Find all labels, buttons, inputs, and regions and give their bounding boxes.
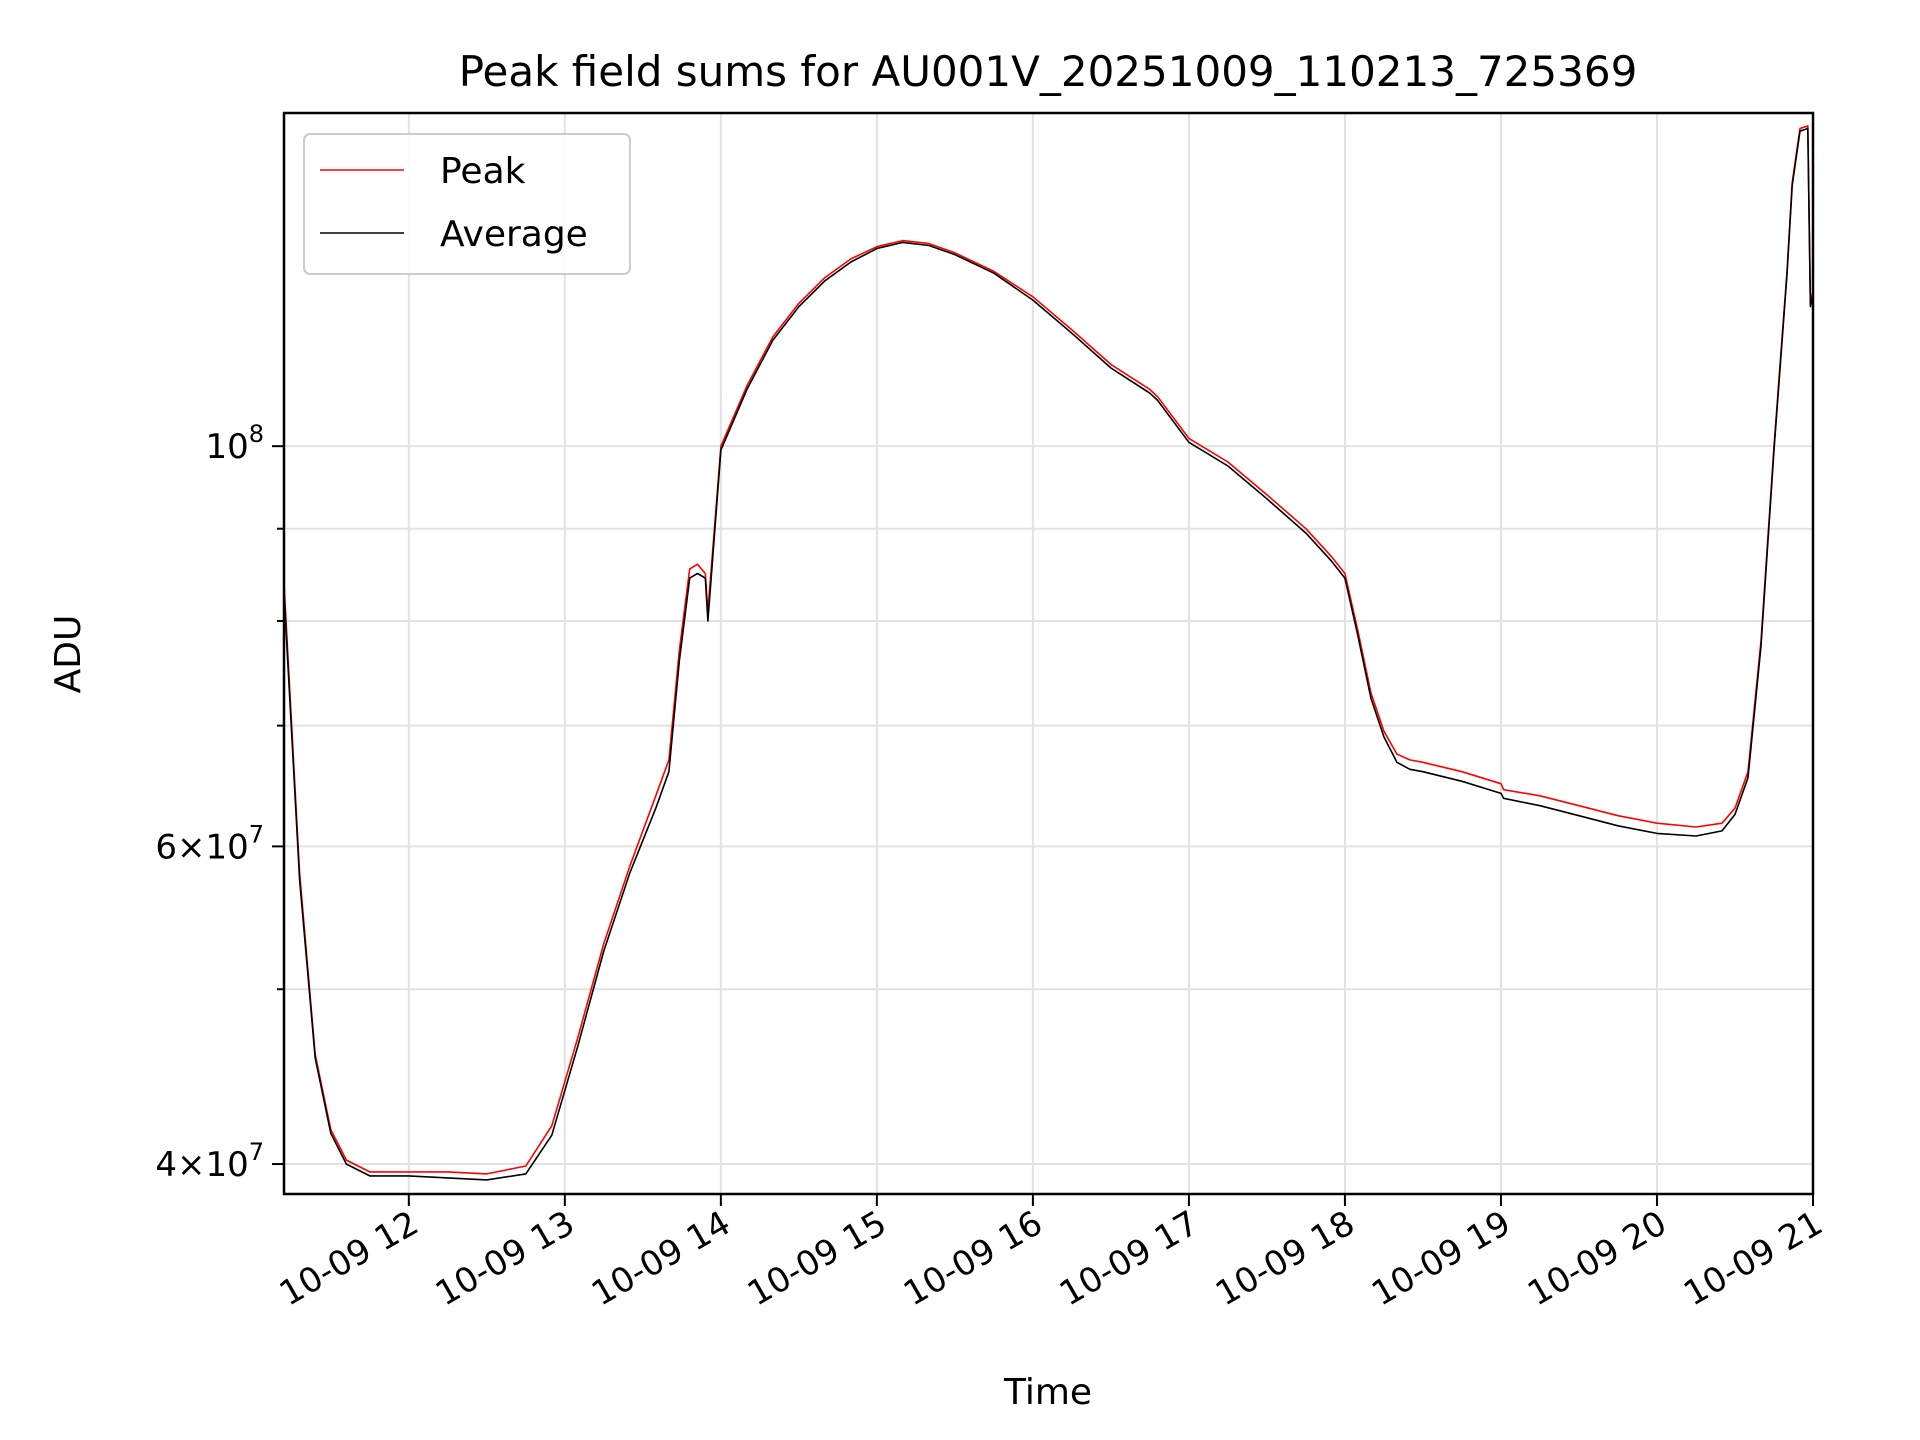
x-axis-label: Time — [1003, 1372, 1092, 1413]
series-line-average — [284, 127, 1813, 1181]
ticks-layer: 10-09 12 10-09 13 10-09 14 10-09 15 10-09 16… — [155, 420, 1829, 1314]
x-tick-label: 10-09 17 — [1053, 1203, 1205, 1314]
x-tick-label: 10-09 19 — [1365, 1203, 1517, 1314]
series-line-peak — [284, 125, 1813, 1175]
legend-label-peak: Peak — [440, 151, 526, 192]
chart-title: Peak field sums for AU001V_20251009_1102… — [459, 47, 1638, 96]
x-tick-label: 10-09 18 — [1209, 1203, 1361, 1314]
x-tick-label: 10-09 20 — [1521, 1203, 1673, 1314]
y-tick-label: 108 — [205, 420, 264, 467]
y-tick-label: 4×107 — [155, 1138, 264, 1185]
grid-layer — [284, 113, 1814, 1194]
x-tick-label: 10-09 21 — [1677, 1203, 1829, 1314]
x-tick-label: 10-09 14 — [585, 1203, 737, 1314]
lines-layer — [284, 125, 1813, 1181]
x-tick-label: 10-09 15 — [741, 1203, 893, 1314]
y-tick-label: 6×107 — [155, 820, 264, 867]
plot-frame — [282, 111, 1815, 1196]
x-tick-label: 10-09 12 — [273, 1203, 425, 1314]
legend-label-average: Average — [440, 214, 588, 255]
y-axis-label: ADU — [48, 615, 89, 694]
legend-box — [303, 133, 631, 275]
x-tick-label: 10-09 16 — [897, 1203, 1049, 1314]
legend: Peak Average — [303, 133, 631, 275]
x-tick-label: 10-09 13 — [429, 1203, 581, 1314]
